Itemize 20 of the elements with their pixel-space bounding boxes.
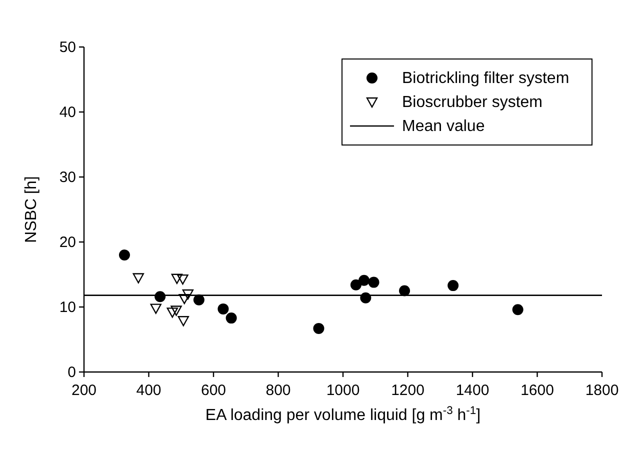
x-tick-label: 1000 — [326, 382, 360, 399]
x-tick-label: 1600 — [520, 382, 554, 399]
y-tick-label: 50 — [59, 38, 76, 56]
x-tick-label: 200 — [71, 382, 97, 399]
y-axis-title: NSBC [h] — [23, 176, 40, 243]
x-tick-label: 600 — [200, 382, 226, 399]
y-tick-label: 40 — [59, 104, 76, 121]
x-tick-label: 1800 — [585, 382, 619, 399]
y-tick-label: 10 — [59, 298, 76, 316]
legend-label: Bioscrubber system — [402, 94, 542, 111]
x-axis-title: EA loading per volume liquid [g m$^{-3}$ h$^{-1}$] — [205, 405, 481, 424]
legend-label: Mean value — [402, 118, 485, 135]
x-tick-label: 1400 — [456, 382, 490, 399]
x-tick-label: 1200 — [391, 382, 424, 399]
x-tick-label: 400 — [136, 382, 162, 399]
x-tick-label: 800 — [266, 382, 291, 399]
y-tick-label: 0 — [68, 364, 76, 381]
y-tick-label: 20 — [59, 234, 76, 251]
y-tick-label: 30 — [59, 168, 76, 186]
legend-label: Biotrickling filter system — [402, 70, 570, 87]
